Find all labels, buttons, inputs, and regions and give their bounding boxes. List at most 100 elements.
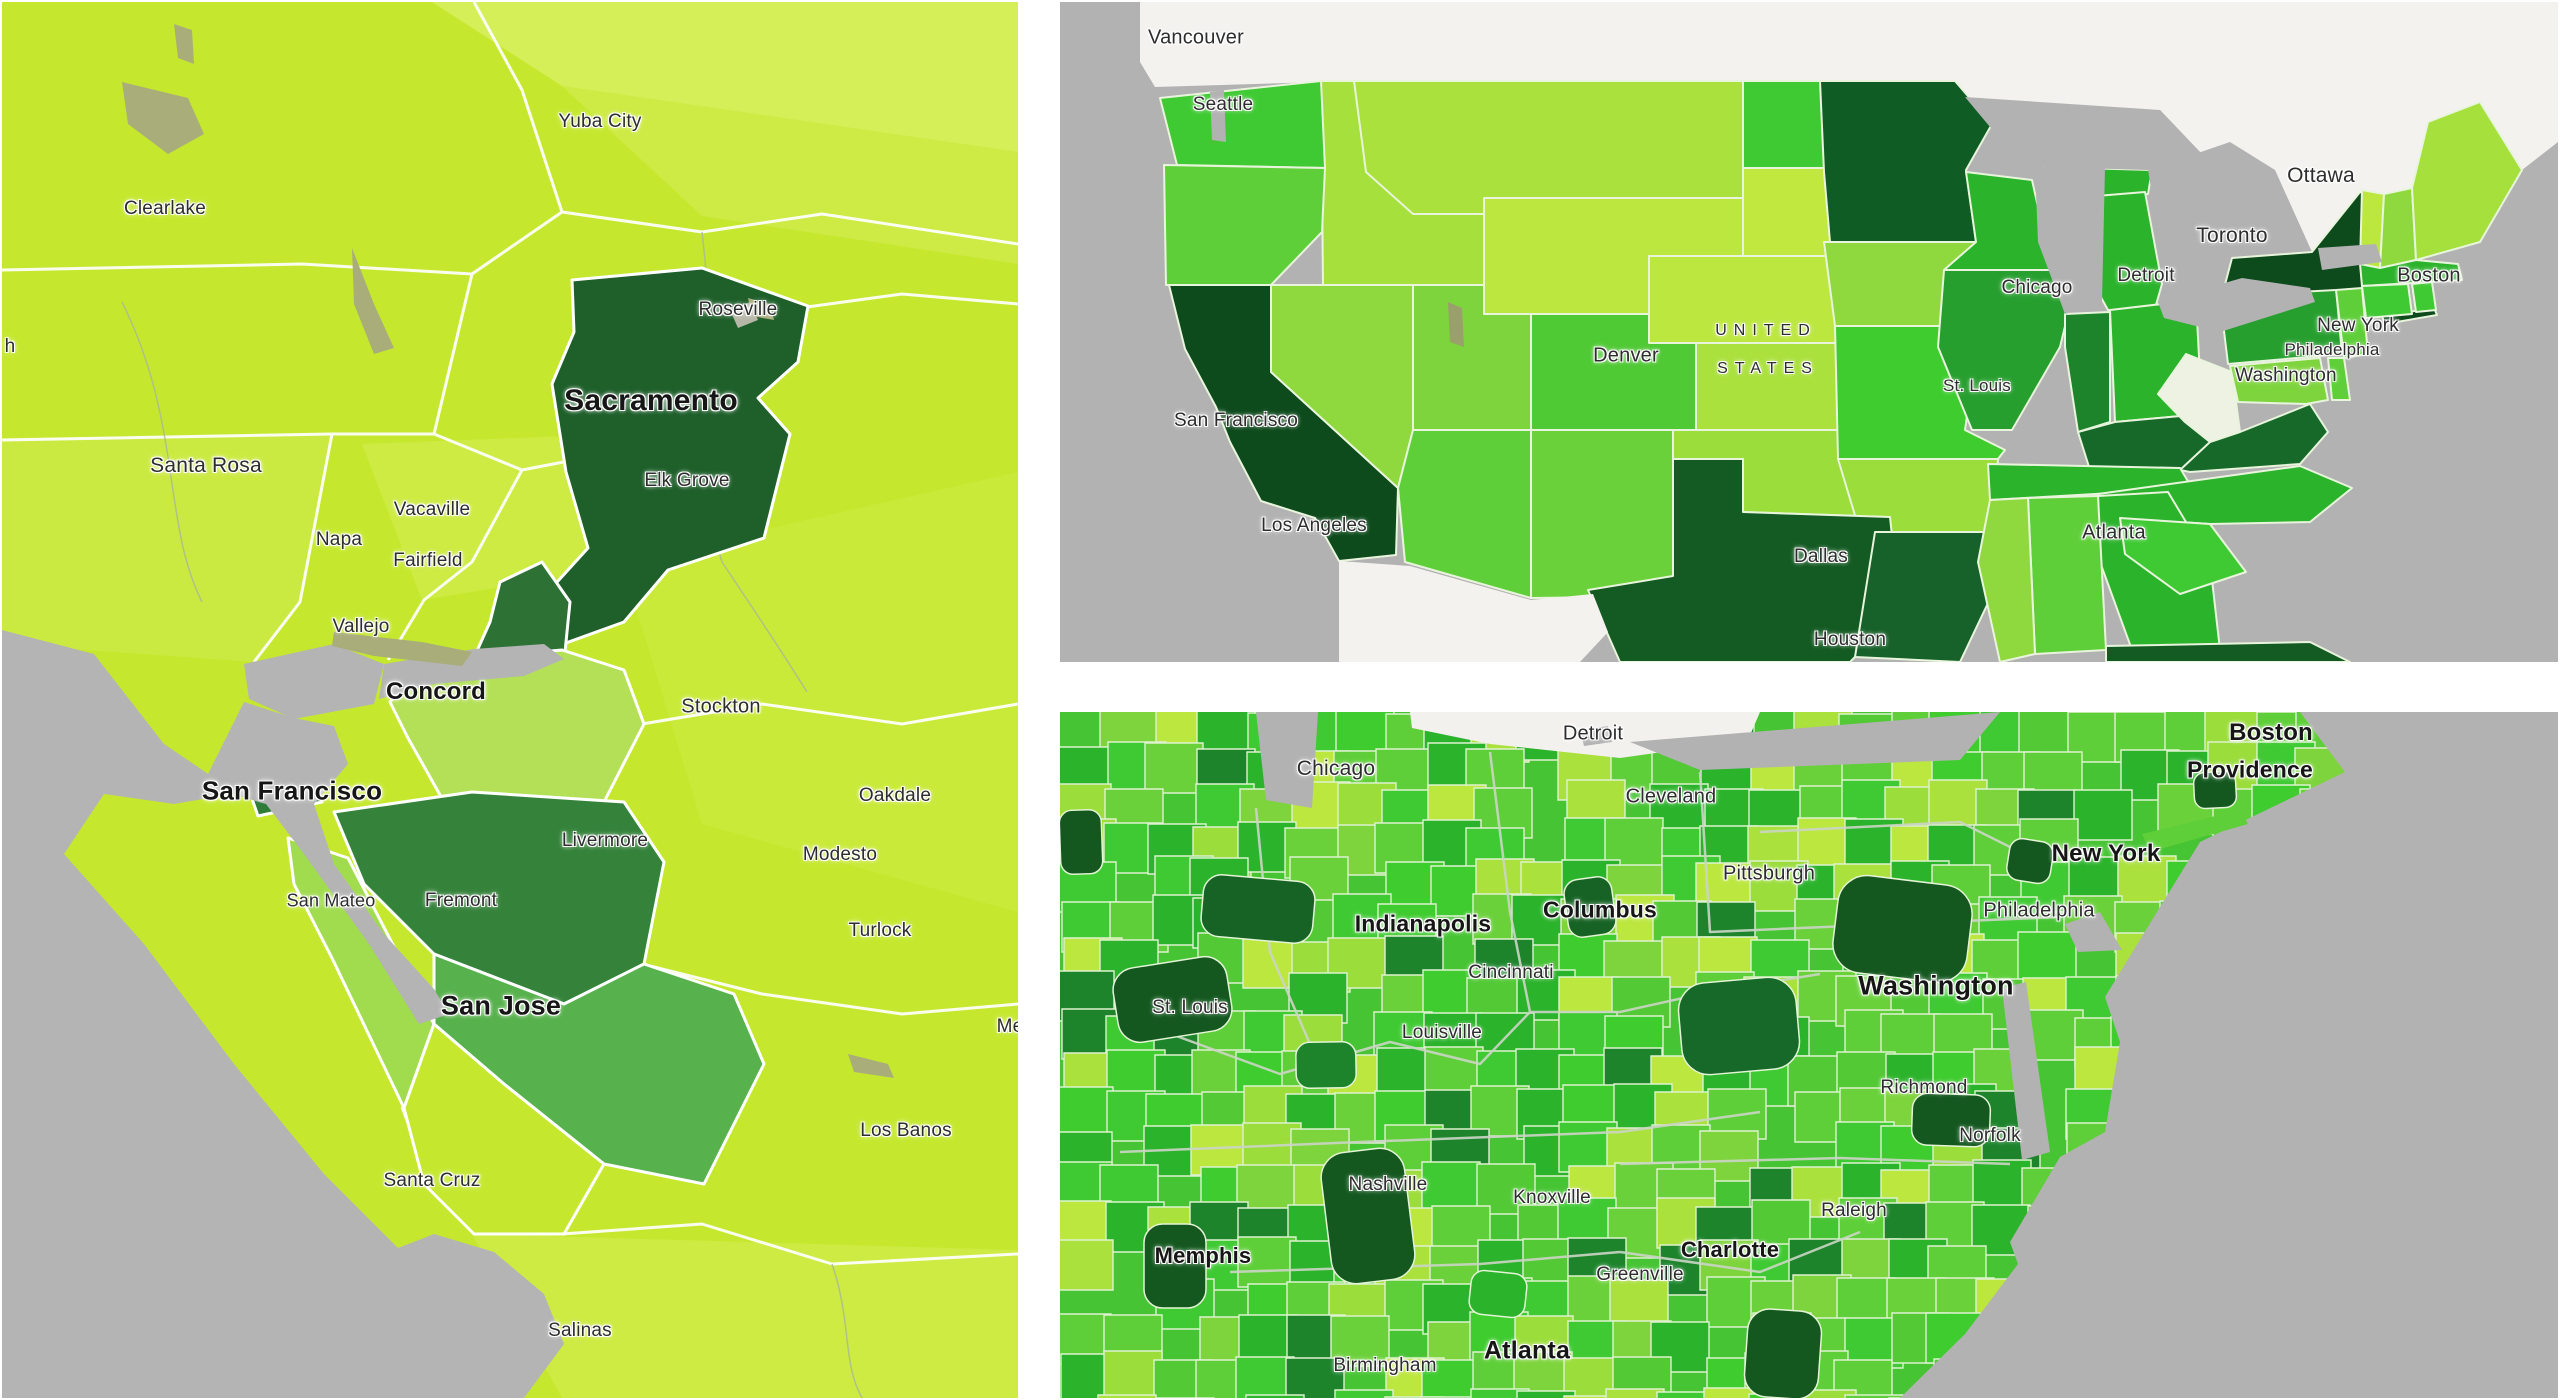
san-francisco-bay	[208, 702, 449, 1024]
county[interactable]	[1104, 1351, 1162, 1398]
state-montana[interactable]	[1354, 81, 1743, 214]
county[interactable]	[1331, 1316, 1389, 1366]
county-cluster[interactable]	[1468, 1269, 1528, 1319]
state-virginia[interactable]	[2180, 404, 2328, 472]
state-rhode-island[interactable]	[2412, 282, 2436, 312]
county-cluster[interactable]	[1562, 875, 1618, 939]
county-area-northeast-light[interactable]	[432, 2, 1018, 152]
county-cluster[interactable]	[1200, 873, 1317, 945]
state-new-jersey[interactable]	[2336, 288, 2368, 358]
lakes	[122, 24, 894, 1078]
county[interactable]	[1385, 1397, 1443, 1398]
county[interactable]	[1246, 1395, 1304, 1398]
county[interactable]	[1845, 1395, 1903, 1398]
county-cluster[interactable]	[2005, 837, 2055, 885]
county-area-sonoma[interactable]	[2, 434, 332, 662]
lake-erie	[2158, 278, 2315, 332]
state-alabama[interactable]	[2028, 496, 2106, 654]
county-cluster[interactable]	[1144, 1224, 1206, 1308]
panel-eastern-us-map[interactable]: Detroit Chicago Cleveland Boston Providence N…	[1060, 712, 2558, 1398]
golden-gate	[164, 744, 232, 804]
county[interactable]	[1238, 1237, 1296, 1287]
county-cluster[interactable]	[1676, 975, 1802, 1077]
county-cluster[interactable]	[1318, 1145, 1417, 1286]
state-arizona[interactable]	[1398, 430, 1531, 598]
lake-huron	[2148, 142, 2275, 242]
county[interactable]	[1098, 1395, 1156, 1398]
lake-ontario	[2318, 244, 2382, 270]
chesapeake-bay	[2002, 982, 2050, 1160]
county[interactable]	[2018, 932, 2076, 982]
canada-land	[1140, 2, 2558, 252]
san-pablo-bay	[244, 644, 384, 719]
state-delaware[interactable]	[2328, 358, 2350, 400]
mexico-land	[1339, 561, 1608, 662]
delta-marsh	[332, 632, 472, 666]
state-new-hampshire[interactable]	[2380, 188, 2416, 268]
county-cluster[interactable]	[1110, 953, 1235, 1045]
region-sacramento-metro[interactable]	[528, 268, 808, 648]
urban-roseville	[730, 302, 758, 328]
state-mississippi[interactable]	[1978, 498, 2035, 662]
state-louisiana[interactable]	[1855, 532, 1998, 662]
state-connecticut[interactable]	[2362, 284, 2412, 318]
county[interactable]	[1704, 1388, 1762, 1398]
state-maryland[interactable]	[2230, 358, 2328, 404]
county-area-monterey[interactable]	[472, 1234, 1018, 1398]
lake-superior	[1965, 97, 2200, 170]
county[interactable]	[1517, 1391, 1575, 1398]
long-island-land	[2142, 810, 2248, 852]
county[interactable]	[1471, 1389, 1529, 1398]
county[interactable]	[1060, 1240, 1113, 1290]
county-cluster[interactable]	[1296, 1041, 1357, 1088]
county[interactable]	[1060, 1087, 1113, 1137]
united-states-map-canvas[interactable]	[1060, 2, 2558, 662]
bay-area-map-canvas[interactable]	[2, 2, 1018, 1398]
region-santa-cruz[interactable]	[404, 1024, 604, 1234]
county[interactable]	[1422, 1162, 1480, 1212]
state-south-carolina[interactable]	[2120, 518, 2246, 594]
state-new-mexico[interactable]	[1531, 430, 1696, 598]
lake-st-clair	[1580, 726, 1612, 746]
county[interactable]	[1564, 1396, 1622, 1398]
county[interactable]	[1237, 1165, 1295, 1215]
lake-michigan-south	[1256, 712, 1318, 808]
atlantic-ocean	[1900, 712, 2558, 1398]
state-oregon[interactable]	[1164, 165, 1325, 285]
lake-erie-east	[1630, 712, 2000, 770]
county[interactable]	[1606, 1389, 1664, 1398]
county[interactable]	[1421, 1397, 1479, 1398]
county-area-san-joaquin[interactable]	[622, 472, 1018, 912]
county[interactable]	[1798, 1390, 1856, 1398]
county-cluster[interactable]	[1743, 1308, 1823, 1398]
great-lakes	[1210, 90, 2382, 347]
delaware-bay	[2065, 912, 2122, 952]
county[interactable]	[1335, 1390, 1393, 1398]
water-features-east	[1256, 712, 2558, 1398]
county-area-yuba-light[interactable]	[562, 86, 1018, 264]
panel-united-states-map[interactable]: Vancouver Seattle San Francisco Los Angeles…	[1060, 2, 2558, 662]
state-minnesota[interactable]	[1820, 81, 1992, 242]
lake-michigan	[2035, 167, 2105, 314]
eastern-us-map-canvas[interactable]	[1060, 712, 2558, 1398]
state-florida[interactable]	[2106, 642, 2350, 662]
states	[1160, 81, 2522, 662]
don-pedro-reservoir	[848, 1054, 894, 1078]
clear-lake	[122, 82, 204, 154]
county-cluster[interactable]	[2193, 771, 2237, 809]
great-salt-lake	[1448, 302, 1464, 347]
county[interactable]	[1145, 743, 1203, 793]
county[interactable]	[1236, 1357, 1294, 1398]
county-clusters	[1060, 771, 2237, 1398]
water-features	[2, 630, 564, 1398]
county[interactable]	[2074, 790, 2132, 840]
county[interactable]	[1657, 1392, 1715, 1398]
county-cluster[interactable]	[1060, 809, 1103, 874]
lake-berryessa	[352, 248, 394, 354]
county-cluster[interactable]	[1830, 872, 1976, 986]
puget-sound	[1210, 90, 1226, 142]
pacific-ocean	[2, 630, 564, 1398]
county-cluster[interactable]	[1911, 1093, 1991, 1148]
panel-bay-area-map[interactable]: h Clearlake Yuba City Roseville Sacramento El…	[2, 2, 1018, 1398]
